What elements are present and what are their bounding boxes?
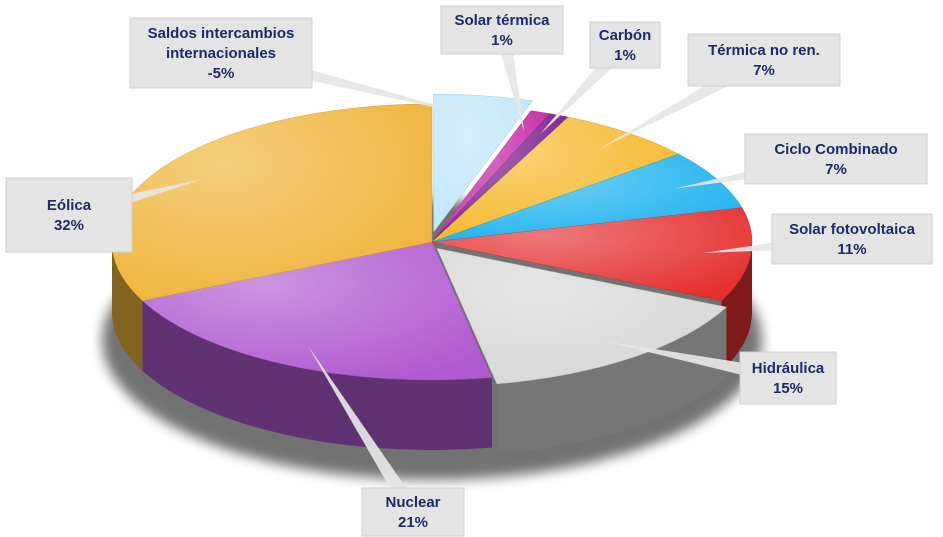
- label-name-2-0: Carbón: [599, 27, 652, 44]
- pie-slice-shine-0: [433, 94, 533, 233]
- label-box-8: [5, 177, 133, 253]
- label-box-6: [739, 351, 837, 405]
- label-value-4: 7%: [825, 161, 847, 178]
- pie-slice-shine-7: [142, 242, 492, 380]
- label-box-3: [687, 33, 841, 87]
- label-name-6-0: Hidráulica: [752, 360, 825, 377]
- pie-slice-shine-6: [436, 248, 727, 384]
- label-value-5: 11%: [837, 241, 866, 258]
- pie-slice-shine-2: [432, 113, 569, 242]
- label-name-5-0: Solar fotovoltaica: [789, 221, 916, 238]
- pie-slice-shine-8: [111, 104, 433, 301]
- label-name-4-0: Ciclo Combinado: [774, 141, 897, 158]
- pie-tops: [111, 93, 753, 385]
- pie-slice-shine-1: [432, 110, 550, 242]
- label-box-0: [129, 17, 313, 89]
- label-name-1-0: Solar térmica: [454, 12, 550, 29]
- pie-side-8: [112, 242, 143, 371]
- pie-slice-shine-3: [432, 117, 679, 242]
- label-value-2: 1%: [614, 47, 636, 64]
- label-box-4: [744, 133, 928, 185]
- label-box-7: [361, 487, 465, 537]
- label-value-6: 15%: [773, 380, 803, 397]
- label-value-8: 32%: [54, 217, 84, 234]
- pie-side-7: [142, 300, 492, 450]
- label-value-0: -5%: [208, 65, 235, 82]
- pie-slice-shine-5: [432, 207, 752, 301]
- label-value-1: 1%: [491, 32, 513, 49]
- label-name-8-0: Eólica: [47, 197, 92, 214]
- label-box-1: [440, 5, 564, 55]
- label-value-7: 21%: [398, 514, 428, 531]
- label-box-2: [589, 21, 661, 69]
- label-name-0-0: Saldos intercambios: [148, 25, 295, 42]
- label-value-3: 7%: [753, 62, 775, 79]
- label-box-5: [771, 213, 933, 265]
- leader-7: [308, 346, 420, 517]
- pie-side-5: [721, 242, 752, 371]
- label-name-0-1: internacionales: [166, 45, 276, 62]
- pie-side-6: [496, 307, 727, 454]
- pie-sides: [112, 242, 752, 454]
- label-name-7-0: Nuclear: [385, 494, 440, 511]
- label-name-3-0: Térmica no ren.: [708, 42, 820, 59]
- pie-labels: Saldos intercambios internacionales -5% Sol…: [5, 5, 933, 537]
- pie-slice-shine-4: [432, 154, 742, 242]
